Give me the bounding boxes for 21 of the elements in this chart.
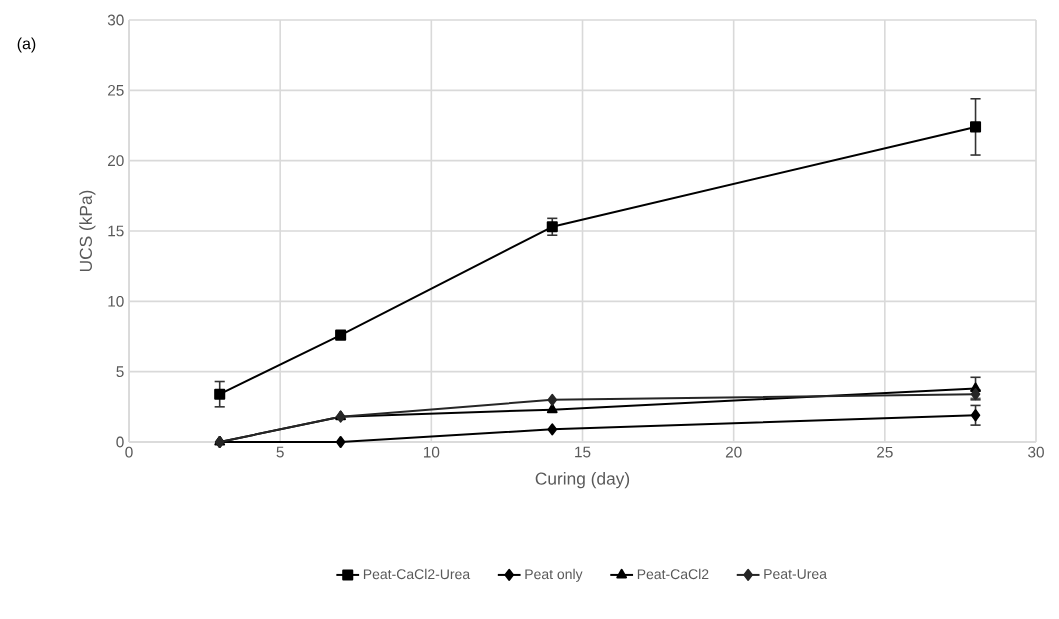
x-tick-label: 0 xyxy=(125,446,133,458)
y-tick-label: 30 xyxy=(107,14,124,26)
y-tick-label: 10 xyxy=(108,295,124,307)
y-tick-label: 15 xyxy=(108,225,124,237)
x-tick-label: 20 xyxy=(725,446,742,458)
legend-label: Peat only xyxy=(525,568,583,582)
legend-label: Peat-CaCl2 xyxy=(637,568,709,580)
legend-label: Peat-CaCl2-Urea xyxy=(363,568,471,580)
text: (a) xyxy=(17,37,36,53)
y-tick-label: 25 xyxy=(108,84,124,96)
y-tick-label: 5 xyxy=(116,366,124,378)
legend-label: Peat-Urea xyxy=(764,569,827,579)
x-tick-label: 25 xyxy=(877,446,893,458)
y-tick-label: 0 xyxy=(116,436,124,448)
x-tick-label: 5 xyxy=(276,446,284,458)
y-tick-label: 20 xyxy=(108,155,124,167)
y-axis-title: UCS (kPa) xyxy=(79,190,96,272)
x-tick-label: 10 xyxy=(423,446,440,458)
x-tick-label: 15 xyxy=(575,446,591,458)
x-tick-label: 30 xyxy=(1028,446,1044,458)
x-axis-title: Curing (day) xyxy=(535,472,630,489)
